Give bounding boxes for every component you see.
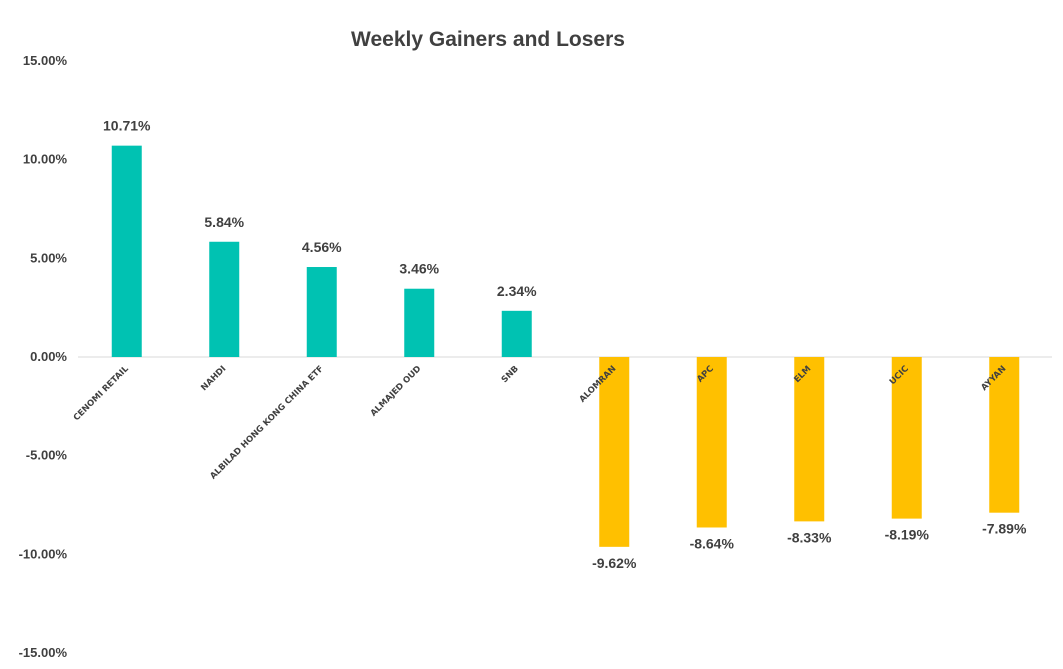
data-label: 5.84%: [204, 214, 244, 230]
y-tick-label: -5.00%: [26, 448, 68, 463]
data-label: -8.19%: [885, 527, 930, 543]
data-label: -8.33%: [787, 529, 832, 545]
bar-apc: [696, 357, 727, 528]
bar-elm: [794, 357, 825, 522]
x-tick-label: ALMAJED OUD: [369, 364, 424, 419]
y-tick-label: 5.00%: [30, 250, 67, 265]
data-label: -8.64%: [690, 535, 735, 551]
data-label: 3.46%: [399, 261, 439, 277]
bar-almajed-oud: [404, 288, 435, 357]
x-tick-label: CENOMI RETAIL: [72, 364, 132, 424]
data-label: 4.56%: [302, 239, 342, 255]
bar-ayyan: [989, 357, 1020, 513]
chart-title: Weekly Gainers and Losers: [351, 28, 625, 51]
y-tick-label: 10.00%: [23, 152, 68, 167]
bar-cenomi-retail: [111, 145, 142, 357]
x-tick-label: ALBILAD HONG KONG CHINA ETF: [208, 364, 326, 482]
data-label: 2.34%: [497, 283, 537, 299]
y-tick-label: 0.00%: [30, 349, 67, 364]
data-label: -9.62%: [592, 555, 637, 571]
bar-snb: [501, 310, 532, 357]
x-tick-label: NAHDI: [199, 364, 228, 393]
bar-albilad-hong-kong-china-etf: [306, 267, 337, 357]
y-tick-label: -15.00%: [19, 645, 68, 660]
bar-ucic: [891, 357, 922, 519]
data-label: 10.71%: [103, 118, 151, 134]
y-tick-label: 15.00%: [23, 53, 68, 68]
bar-nahdi: [209, 241, 240, 357]
bar-alomran: [599, 357, 630, 547]
x-tick-label: SNB: [500, 364, 521, 385]
y-tick-label: -10.00%: [19, 546, 68, 561]
data-label: -7.89%: [982, 521, 1027, 537]
